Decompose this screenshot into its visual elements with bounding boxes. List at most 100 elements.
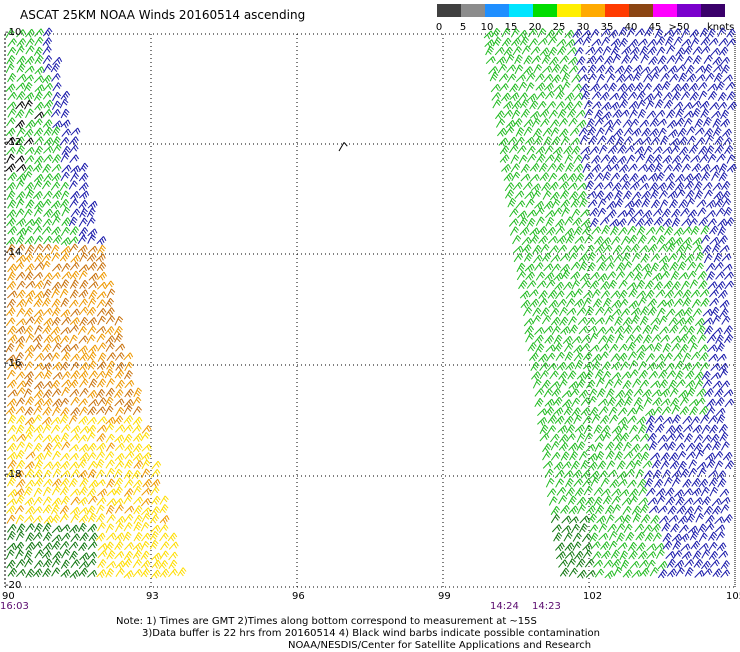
- wind-barb: [542, 190, 552, 200]
- wind-barb: [674, 370, 684, 380]
- wind-barb: [693, 434, 704, 443]
- wind-barb: [709, 559, 720, 568]
- wind-barb: [50, 380, 61, 389]
- wind-barb: [638, 486, 648, 497]
- wind-barb: [6, 153, 15, 164]
- wind-barb: [643, 397, 653, 407]
- wind-barb: [683, 307, 693, 317]
- wind-barb: [595, 451, 605, 461]
- wind-barb: [132, 542, 143, 552]
- wind-barb: [553, 532, 563, 542]
- wind-barb: [699, 406, 709, 415]
- wind-barb: [104, 280, 115, 290]
- wind-barb: [721, 180, 731, 191]
- wind-barb: [585, 570, 596, 578]
- wind-barb: [634, 146, 645, 155]
- wind-barb: [678, 72, 688, 83]
- wind-barb: [574, 236, 585, 244]
- wind-barb: [519, 226, 530, 236]
- wind-barb: [69, 506, 80, 516]
- wind-barb: [640, 66, 651, 75]
- wind-barb: [88, 272, 99, 282]
- wind-barb: [673, 237, 684, 247]
- wind-barb: [678, 389, 689, 399]
- wind-barb: [710, 306, 720, 317]
- wind-barb: [651, 389, 662, 398]
- wind-barb: [599, 351, 609, 361]
- wind-barb: [722, 74, 733, 83]
- wind-barb: [159, 515, 170, 524]
- wind-barb: [105, 307, 115, 317]
- wind-barb: [699, 100, 710, 110]
- wind-barb: [628, 424, 639, 435]
- wind-barb: [539, 108, 550, 118]
- wind-barb: [555, 90, 565, 100]
- wind-barb: [651, 523, 661, 533]
- wind-barb: [87, 523, 98, 533]
- wind-barb: [69, 488, 80, 497]
- wind-barb: [571, 407, 581, 417]
- wind-barb: [683, 488, 693, 497]
- wind-barb: [693, 442, 703, 452]
- wind-barb: [52, 442, 63, 451]
- wind-barb: [675, 442, 686, 452]
- wind-barb: [723, 514, 733, 524]
- wind-barb: [550, 514, 561, 524]
- wind-barb: [592, 298, 602, 308]
- wind-barb: [105, 315, 116, 325]
- wind-barb: [6, 542, 17, 551]
- wind-barb: [587, 73, 597, 83]
- wind-barb: [570, 198, 580, 208]
- wind-barb: [596, 73, 606, 84]
- wind-barb: [657, 569, 668, 579]
- wind-barb: [630, 314, 640, 325]
- wind-barb: [51, 406, 61, 417]
- wind-barb: [685, 380, 696, 389]
- wind-barb: [603, 181, 614, 190]
- wind-barb: [686, 513, 696, 523]
- wind-barb: [521, 45, 531, 55]
- wind-barb: [618, 227, 628, 236]
- wind-barb: [703, 128, 714, 137]
- wind-barb: [525, 82, 535, 92]
- wind-barb: [574, 359, 584, 370]
- wind-barb: [158, 560, 169, 570]
- wind-barb: [79, 352, 90, 362]
- wind-barb: [123, 370, 133, 380]
- wind-barb: [589, 532, 599, 543]
- lat-label: -16: [5, 358, 22, 369]
- wind-barb: [564, 351, 574, 361]
- wind-barb: [598, 523, 608, 533]
- wind-barb: [551, 524, 562, 533]
- wind-barb: [691, 478, 701, 487]
- wind-barb: [603, 559, 614, 569]
- wind-barb: [536, 280, 547, 289]
- wind-barb: [24, 225, 33, 236]
- wind-barb: [15, 217, 27, 227]
- wind-barb: [652, 272, 663, 282]
- wind-barb: [652, 532, 662, 542]
- wind-barb: [42, 343, 52, 353]
- wind-barb: [538, 162, 548, 173]
- wind-barb: [529, 227, 540, 237]
- wind-barb: [662, 343, 672, 353]
- wind-barb: [653, 281, 664, 291]
- wind-barb: [5, 136, 16, 146]
- wind-barb: [70, 208, 81, 218]
- wind-barb: [668, 317, 678, 327]
- wind-barb: [720, 497, 731, 505]
- wind-barb: [635, 153, 646, 163]
- wind-barb: [60, 108, 70, 119]
- wind-barb: [547, 36, 558, 46]
- wind-barb: [538, 353, 548, 363]
- wind-barb: [563, 470, 574, 479]
- wind-barb: [618, 343, 628, 353]
- wind-barb: [630, 307, 641, 317]
- wind-barb: [693, 181, 703, 191]
- wind-barb: [43, 334, 54, 344]
- wind-barb: [533, 135, 544, 145]
- wind-barb: [655, 361, 666, 370]
- wind-barb: [7, 379, 17, 389]
- wind-barb: [614, 515, 625, 524]
- wind-barb: [706, 398, 716, 408]
